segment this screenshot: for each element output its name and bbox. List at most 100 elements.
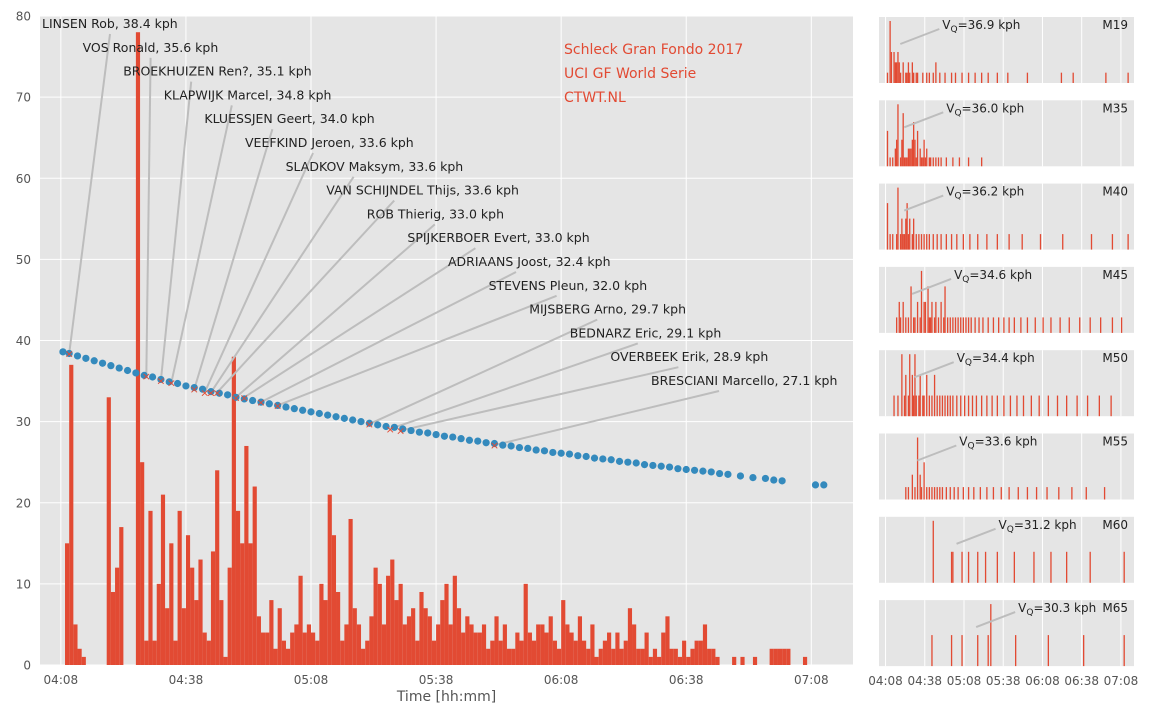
panel-bar — [907, 234, 910, 250]
histogram-bar — [690, 648, 695, 665]
highlight-marker: × — [240, 391, 249, 404]
speed-point — [315, 409, 323, 418]
panel-bar — [957, 487, 959, 500]
histogram-bar — [135, 32, 141, 666]
side-x-tick-label: 04:38 — [907, 674, 942, 688]
panel-bar — [920, 270, 923, 333]
highlighted-rider-markers: ×× × × × ××× × × × ×× × ×× — [65, 347, 499, 452]
histogram-bar — [431, 640, 437, 665]
histogram-bar — [619, 648, 624, 665]
speed-point — [599, 455, 607, 463]
panel-bar — [933, 317, 936, 333]
vq-pointer-line — [911, 277, 952, 295]
panel-bar — [987, 72, 989, 83]
category-panel-m19: VQ=36.9 kph M19 — [879, 17, 1134, 83]
histogram-bar — [440, 600, 445, 665]
panel-bar — [1030, 395, 1032, 417]
panel-bar — [886, 72, 889, 83]
panel-bar — [911, 374, 913, 417]
finish-histogram — [65, 32, 887, 666]
histogram-bar — [448, 624, 453, 665]
vq-pointer-line — [914, 361, 955, 379]
vq-subscript: Q — [1007, 525, 1014, 535]
histogram-bar — [173, 640, 178, 665]
panel-bar — [1090, 234, 1093, 250]
panel-bar — [886, 130, 889, 167]
histogram-bar — [715, 656, 720, 665]
histogram-bar — [444, 583, 449, 665]
histogram-bar — [227, 567, 232, 665]
panel-bar — [1089, 551, 1091, 583]
panel-bar — [1046, 487, 1048, 500]
panel-bar — [1026, 487, 1029, 500]
highlight-marker: × — [490, 439, 499, 452]
highlight-marker: × — [142, 370, 151, 383]
panel-bar — [1071, 487, 1073, 500]
speed-point — [515, 443, 524, 452]
histogram-bar — [160, 494, 166, 665]
leader-line — [389, 342, 639, 430]
panel-bar — [962, 317, 964, 333]
speed-point — [474, 437, 482, 445]
category-label: M35 — [1102, 101, 1128, 115]
leader-line — [210, 176, 355, 393]
panel-bar — [924, 157, 927, 167]
speed-point — [374, 421, 382, 429]
panel-bar — [936, 487, 938, 500]
histogram-bar — [73, 624, 78, 665]
panel-bar — [928, 317, 930, 333]
rider-label: BROEKHUIZEN Ren?, 35.1 kph — [123, 64, 311, 79]
leader-line — [145, 57, 152, 377]
histogram-bar — [156, 583, 161, 665]
histogram-bar — [273, 648, 278, 665]
speed-point — [349, 416, 357, 424]
speed-point — [382, 422, 390, 431]
panel-bar — [903, 157, 906, 167]
speed-point — [524, 444, 532, 452]
panel-bar — [913, 72, 915, 83]
panel-bar — [1017, 487, 1019, 500]
panel-bar — [939, 487, 941, 500]
histogram-bar — [69, 364, 74, 665]
panel-bar — [914, 139, 916, 167]
panel-bar — [1042, 317, 1044, 333]
vq-subscript: Q — [954, 108, 961, 118]
panel-bar — [919, 374, 921, 417]
panel-bar — [910, 148, 912, 167]
speed-point — [715, 469, 724, 478]
speed-point — [632, 459, 640, 467]
x-tick-label: 05:38 — [419, 673, 454, 687]
histogram-bar — [682, 640, 687, 665]
histogram-bar — [640, 648, 645, 665]
panel-bar — [893, 395, 895, 417]
x-tick-label: 05:08 — [294, 673, 329, 687]
highlight-marker: × — [256, 396, 265, 409]
histogram-bar — [648, 656, 653, 665]
highlight-marker: × — [396, 425, 405, 438]
histogram-bar — [260, 632, 266, 665]
histogram-bar — [498, 640, 503, 665]
panel-bar — [1047, 395, 1049, 417]
histogram-bar — [386, 575, 391, 665]
title-line-2: UCI GF World Serie — [564, 66, 696, 82]
histogram-bar — [782, 648, 787, 665]
speed-point — [340, 414, 348, 422]
panel-bar — [992, 487, 995, 500]
category-panel-m60: VQ=31.2 kph M60 — [879, 516, 1134, 583]
panel-bar — [944, 395, 946, 417]
panel-bar — [982, 317, 984, 333]
panel-bar — [919, 148, 921, 167]
panel-bar — [1123, 551, 1125, 583]
panel-bar — [1062, 234, 1064, 250]
histogram-bar — [544, 632, 549, 665]
vq-symbol: V — [1018, 601, 1027, 615]
speed-point — [240, 395, 248, 403]
panel-bar — [916, 130, 919, 167]
rider-labels: LINSEN Rob, 38.4 kph VOS Ronald, 35.6 kph… — [42, 16, 837, 388]
category-label: M55 — [1102, 435, 1128, 449]
panel-bar — [1068, 317, 1070, 333]
panel-bar — [967, 317, 970, 333]
panel-bar — [1085, 487, 1087, 500]
y-tick-label: 30 — [16, 415, 31, 429]
histogram-bar — [740, 656, 745, 665]
